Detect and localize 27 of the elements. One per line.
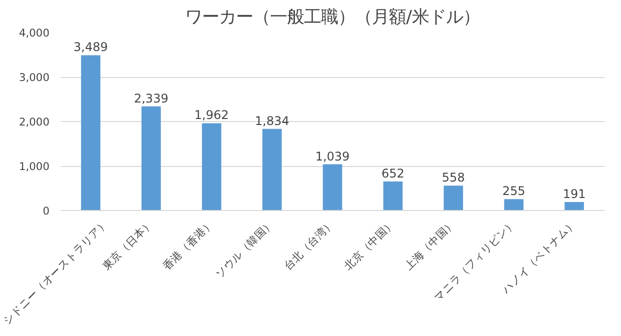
y-tick-label: 3,000	[18, 71, 50, 84]
bar	[564, 202, 584, 210]
data-label: 255	[502, 184, 526, 198]
y-tick-label: 4,000	[18, 26, 50, 40]
data-label: 2,339	[134, 91, 168, 106]
bar	[444, 186, 464, 210]
data-label: 1,039	[315, 149, 350, 164]
y-tick-label: 1,000	[18, 160, 50, 173]
data-label: 558	[442, 170, 465, 185]
bar	[262, 128, 282, 210]
bar	[504, 199, 524, 210]
data-label: 191	[562, 187, 586, 201]
bar	[322, 164, 342, 210]
bar	[202, 123, 222, 210]
bar	[81, 55, 100, 210]
data-label: 3,489	[74, 40, 108, 54]
x-tick-label: 台北（台湾）	[281, 216, 338, 273]
chart-title: ワーカー（一般工職）（月額/米ドル）	[185, 8, 480, 28]
x-tick-label: 北京（中国）	[342, 216, 398, 273]
data-label: 652	[381, 166, 404, 180]
bar	[383, 181, 403, 210]
x-tick-label: 上海（中国）	[402, 216, 458, 273]
data-label: 1,834	[254, 114, 290, 128]
bar	[141, 106, 161, 210]
y-tick-label: 2,000	[18, 116, 50, 128]
data-label: 1,962	[194, 108, 229, 122]
y-tick-label: 0	[42, 204, 50, 218]
